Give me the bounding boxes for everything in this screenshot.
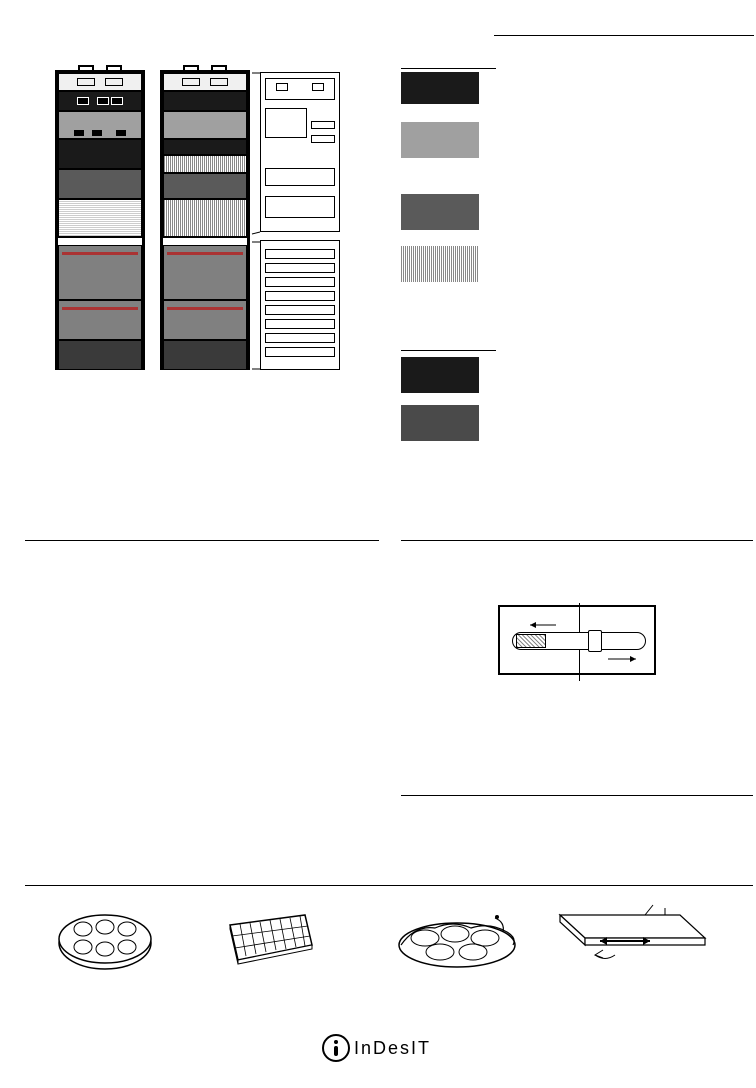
section-rule-full	[25, 885, 753, 886]
bottle-rack-icon	[395, 900, 525, 975]
legend-swatch-2	[401, 122, 479, 158]
section-rule-right-2	[401, 795, 753, 796]
top-rule-right	[494, 35, 754, 36]
fridge-diagram-right	[160, 70, 250, 370]
legend-swatch-5	[401, 357, 479, 393]
egg-tray-icon	[55, 905, 155, 975]
legend-freezer-rule	[401, 350, 496, 351]
slider-diagram	[498, 605, 656, 675]
page: InDesIT	[0, 0, 756, 1088]
legend-swatch-4	[401, 246, 479, 282]
section-rule-right-1	[401, 540, 753, 541]
door-panel-upper	[260, 72, 340, 232]
legend-swatch-3	[401, 194, 479, 230]
ice-tray-icon	[220, 910, 320, 970]
logo-text: InDesIT	[354, 1038, 431, 1059]
door-panel-lower	[260, 240, 340, 370]
brand-logo: InDesIT	[322, 1034, 431, 1062]
logo-icon	[322, 1034, 350, 1062]
section-rule-left	[25, 540, 379, 541]
legend-swatch-1	[401, 72, 479, 104]
fridge-diagram-left	[55, 70, 145, 370]
legend-swatch-6	[401, 405, 479, 441]
shelf-adjust-icon	[555, 900, 710, 975]
legend-fridge-rule	[401, 68, 496, 69]
connector-lines	[250, 70, 264, 375]
